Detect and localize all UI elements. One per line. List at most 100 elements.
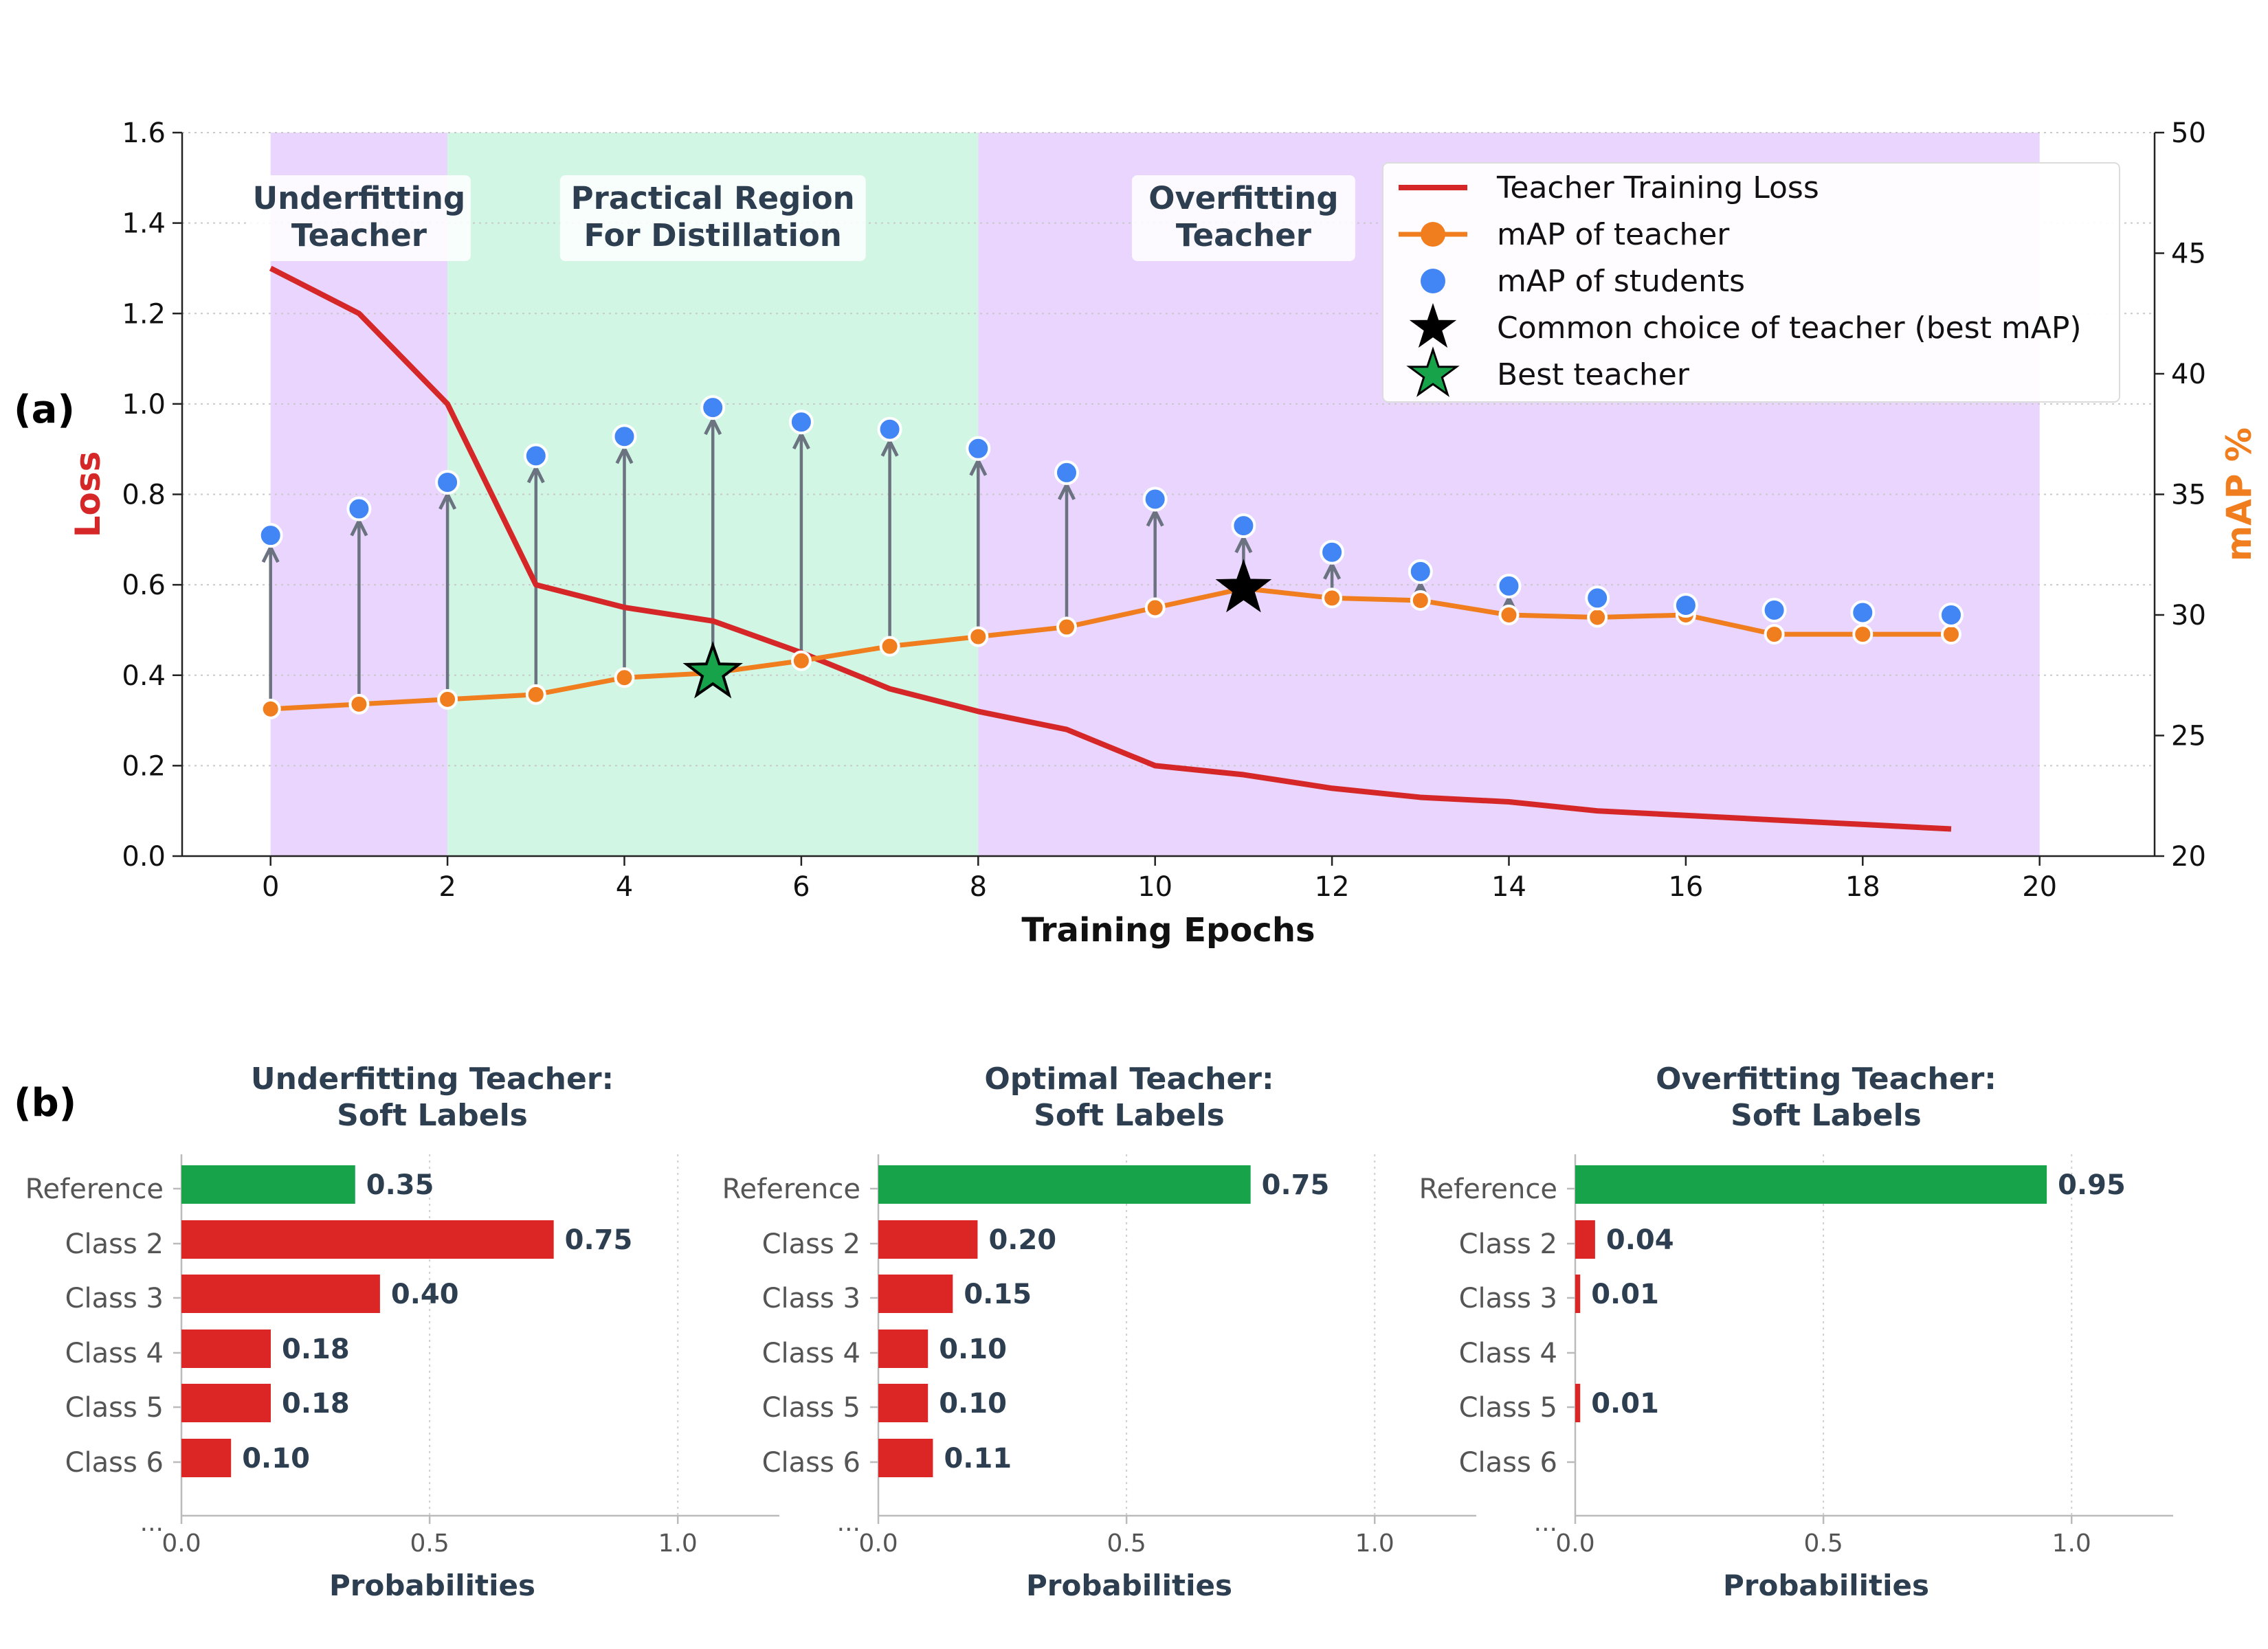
class-bar bbox=[1575, 1384, 1581, 1422]
category-label: Reference bbox=[1419, 1174, 1557, 1205]
student-map-point bbox=[1054, 460, 1079, 485]
chart-title-line2: Soft Labels bbox=[1034, 1098, 1225, 1133]
x-tick-label: 18 bbox=[1845, 871, 1880, 903]
y2-tick-label: 30 bbox=[2171, 600, 2206, 631]
x-axis-label: Training Epochs bbox=[1021, 911, 1315, 950]
student-map-point bbox=[612, 424, 637, 449]
teacher-map-point bbox=[879, 636, 900, 657]
y-axis-label: Loss bbox=[68, 451, 108, 538]
chart-title-line1: Optimal Teacher: bbox=[984, 1062, 1274, 1097]
class-bar bbox=[878, 1330, 929, 1368]
category-label: Class 3 bbox=[762, 1283, 860, 1314]
reference-bar bbox=[181, 1165, 355, 1204]
y-tick-label: 1.6 bbox=[122, 117, 166, 149]
category-label: Reference bbox=[722, 1174, 860, 1205]
category-label: Class 4 bbox=[65, 1338, 164, 1369]
category-label: Class 5 bbox=[762, 1392, 860, 1424]
region-label-box bbox=[247, 175, 471, 261]
bar-value-label: 0.10 bbox=[939, 1334, 1007, 1365]
x-tick-label: 2 bbox=[438, 871, 456, 903]
bar-value-label: 0.18 bbox=[282, 1388, 350, 1420]
student-map-point bbox=[435, 469, 460, 495]
category-label: Class 6 bbox=[762, 1447, 860, 1479]
bar-value-label: 0.40 bbox=[391, 1279, 459, 1310]
y2-tick-label: 45 bbox=[2171, 238, 2206, 270]
bar-value-label: 0.75 bbox=[565, 1224, 633, 1256]
bar-value-label: 0.10 bbox=[242, 1443, 310, 1474]
category-label: Class 2 bbox=[762, 1229, 860, 1260]
teacher-map-point bbox=[1322, 587, 1343, 609]
student-map-point bbox=[788, 410, 814, 435]
y2-axis-label: mAP % bbox=[2219, 427, 2259, 561]
panel-label-b: (b) bbox=[14, 1081, 76, 1125]
x-tick-label: 1.0 bbox=[1355, 1529, 1394, 1558]
x-axis-label: Probabilities bbox=[1026, 1569, 1232, 1602]
teacher-map-point bbox=[348, 693, 370, 715]
bar-value-label: 0.11 bbox=[944, 1443, 1012, 1474]
student-map-point bbox=[1938, 603, 1964, 627]
soft-label-chart-2: Optimal Teacher:Soft Labels 0.0 0.5 1.0 Prob… bbox=[722, 1062, 1476, 1602]
y-tick-label: 1.2 bbox=[122, 298, 166, 330]
x-tick-label: 14 bbox=[1491, 871, 1526, 903]
student-map-point bbox=[1496, 573, 1522, 598]
best-teacher-star bbox=[682, 641, 743, 699]
class-bar bbox=[181, 1384, 271, 1422]
legend-entry: mAP of teacher bbox=[1497, 217, 1730, 252]
bar-value-label: 0.10 bbox=[939, 1388, 1007, 1420]
class-bar bbox=[1575, 1275, 1581, 1313]
x-tick-label: 0.5 bbox=[410, 1529, 449, 1558]
legend-entry: mAP of students bbox=[1497, 264, 1745, 299]
region-label-line1: Overfitting bbox=[1148, 180, 1338, 216]
y2-tick-label: 25 bbox=[2171, 721, 2206, 752]
panel-label-a: (a) bbox=[14, 388, 75, 432]
loss-series-line bbox=[269, 265, 1952, 832]
y-tick-label: 0.2 bbox=[122, 750, 166, 782]
region-label-box bbox=[1131, 175, 1355, 261]
y-tick-label: 0.6 bbox=[122, 570, 166, 601]
legend-key-best-star bbox=[1406, 346, 1460, 397]
panel-b-charts: Underfitting Teacher: Soft Labels 0.0 0.5 1.… bbox=[25, 1062, 2173, 1602]
soft-label-chart-3: Overfitting Teacher:Soft Labels 0.0 0.5 1.0… bbox=[1419, 1062, 2173, 1602]
soft-label-chart-1: Underfitting Teacher:Soft Labels 0.0 0.5 1.… bbox=[25, 1062, 779, 1602]
teacher-map-point bbox=[614, 667, 635, 688]
chart-title-line1: Underfitting Teacher: bbox=[251, 1062, 614, 1097]
teacher-map-point bbox=[1764, 624, 1785, 645]
x-tick-label: 0.0 bbox=[858, 1529, 898, 1558]
student-map-point bbox=[1585, 585, 1610, 611]
y-tick-label: 0.8 bbox=[122, 480, 166, 511]
x-tick-label: 0 bbox=[262, 871, 279, 903]
legend-key-common-star bbox=[1409, 303, 1457, 348]
student-map-point bbox=[877, 416, 902, 442]
student-map-point bbox=[700, 395, 726, 420]
panel-a-chart: 0.00.20.40.60.81.01.21.41.62025303540455… bbox=[68, 117, 2259, 950]
x-tick-label: 1.0 bbox=[2052, 1529, 2091, 1558]
class-bar bbox=[181, 1220, 554, 1259]
x-tick-label: 4 bbox=[616, 871, 633, 903]
category-label: Class 2 bbox=[1459, 1229, 1557, 1260]
legend-entry: Best teacher bbox=[1497, 357, 1690, 392]
teacher-map-point bbox=[1940, 624, 1961, 645]
class-bar bbox=[878, 1275, 953, 1313]
category-continuation: ... bbox=[1534, 1509, 1557, 1537]
chart-title-line1: Overfitting Teacher: bbox=[1656, 1062, 1997, 1097]
category-continuation: ... bbox=[140, 1509, 164, 1537]
class-bar bbox=[878, 1384, 929, 1422]
bar-value-label: 0.15 bbox=[964, 1279, 1032, 1310]
bar-value-label: 0.01 bbox=[1591, 1388, 1659, 1420]
category-continuation: ... bbox=[837, 1509, 860, 1537]
y2-tick-label: 20 bbox=[2171, 841, 2206, 873]
x-tick-label: 0.5 bbox=[1803, 1529, 1843, 1558]
bar-value-label: 0.35 bbox=[366, 1169, 434, 1201]
category-label: Class 3 bbox=[1459, 1283, 1557, 1314]
x-tick-label: 20 bbox=[2022, 871, 2057, 903]
student-map-point bbox=[1673, 592, 1698, 618]
class-bar bbox=[181, 1330, 271, 1368]
region-label-box bbox=[559, 175, 866, 261]
teacher-map-point bbox=[260, 698, 281, 719]
teacher-map-point bbox=[1410, 590, 1431, 611]
x-tick-label: 16 bbox=[1668, 871, 1703, 903]
common-choice-star bbox=[1215, 559, 1272, 613]
class-bar bbox=[1575, 1220, 1595, 1259]
x-tick-label: 10 bbox=[1137, 871, 1172, 903]
student-map-point bbox=[966, 436, 991, 461]
